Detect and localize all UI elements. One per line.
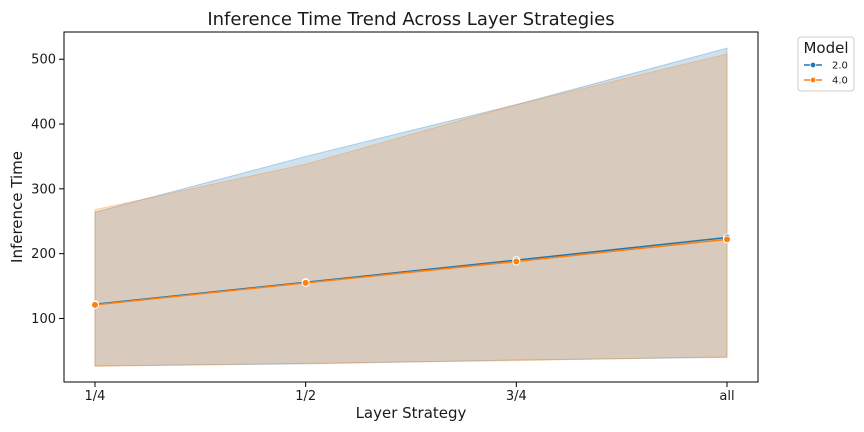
plot-frame (63, 31, 759, 383)
y-tick-label-2: 300 (31, 182, 56, 197)
legend-label-0: 2.0 (832, 61, 848, 72)
y-axis-label: Inference Time (8, 151, 26, 263)
data-point-1-0 (91, 300, 99, 309)
legend-marker-0 (809, 61, 817, 69)
data-point-1-1 (301, 278, 310, 287)
y-tick-label-1: 200 (31, 247, 56, 262)
y-axis-ticks: 100 200 300 400 500 (31, 53, 64, 327)
y-tick-label-4: 500 (31, 53, 56, 68)
legend-marker-1 (809, 76, 817, 84)
legend-label-1: 4.0 (832, 76, 848, 87)
x-tick-label-1: 1/2 (295, 389, 316, 404)
y-tick-label-0: 100 (31, 312, 56, 327)
confidence-band-1 (94, 53, 728, 367)
x-tick-label-2: 3/4 (506, 389, 527, 404)
x-tick-label-0: 1/4 (85, 389, 106, 404)
data-point-1-3 (723, 235, 731, 244)
legend: Model 2.04.0 (797, 36, 855, 92)
confidence-band-0 (94, 47, 728, 367)
legend-title: Model (803, 39, 848, 57)
series-line-1 (94, 238, 728, 306)
series-lines (94, 236, 728, 306)
x-axis-label: Layer Strategy (356, 404, 467, 422)
confidence-bands (94, 47, 728, 367)
x-tick-label-3: all (719, 389, 734, 404)
data-point-1-2 (512, 257, 521, 266)
x-axis-ticks: 1/4 1/2 3/4 all (85, 382, 735, 404)
legend-items: 2.04.0 (804, 61, 848, 87)
series-markers (91, 233, 731, 309)
y-tick-label-3: 400 (31, 118, 56, 133)
chart-title: Inference Time Trend Across Layer Strate… (207, 9, 614, 30)
